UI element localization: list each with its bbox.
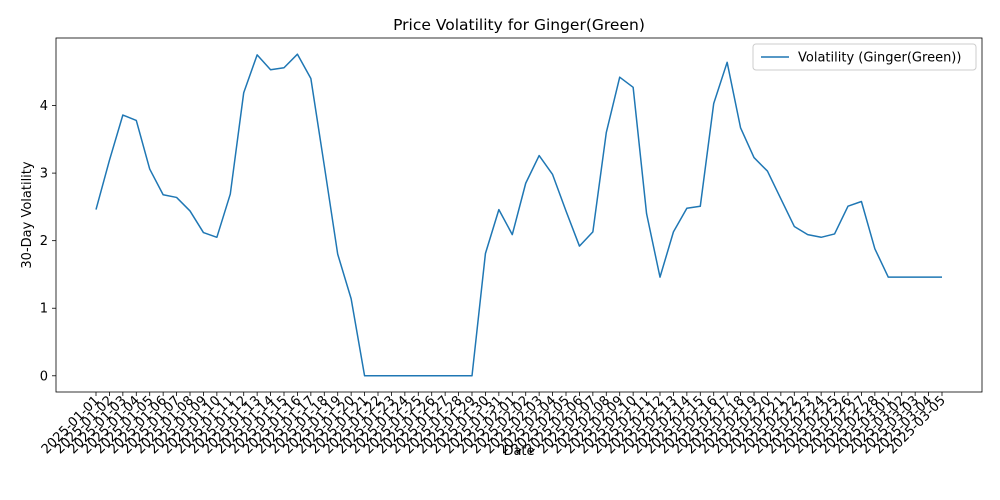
legend-label: Volatility (Ginger(Green)) bbox=[798, 51, 961, 66]
y-tick-label: 2 bbox=[40, 234, 48, 249]
chart-title: Price Volatility for Ginger(Green) bbox=[393, 16, 645, 34]
y-tick-label: 1 bbox=[40, 302, 48, 317]
y-tick-label: 3 bbox=[40, 167, 48, 182]
y-tick-label: 4 bbox=[40, 99, 48, 114]
legend: Volatility (Ginger(Green)) bbox=[752, 43, 977, 71]
axes-frame bbox=[55, 37, 983, 393]
y-axis-title: 30-Day Volatility bbox=[20, 161, 35, 268]
y-tick-label: 0 bbox=[40, 369, 48, 384]
series-line bbox=[95, 53, 942, 377]
x-axis-title: Date bbox=[503, 444, 534, 459]
legend-box bbox=[752, 43, 977, 71]
